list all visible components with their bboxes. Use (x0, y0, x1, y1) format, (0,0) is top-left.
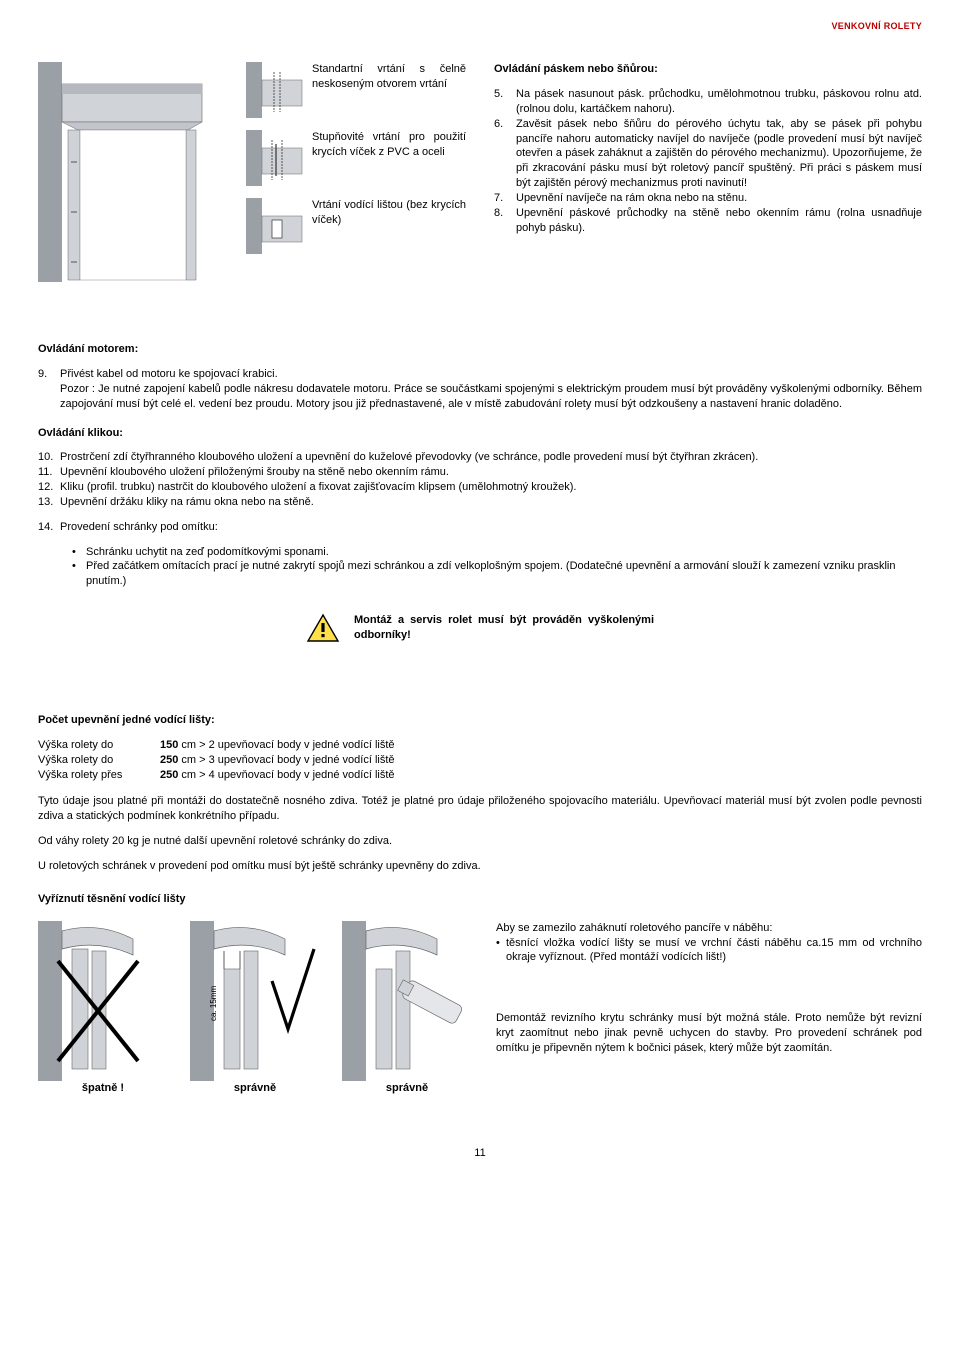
diagram-ok1: ca. 15mm správně (190, 921, 320, 1096)
page-number: 11 (38, 1146, 922, 1161)
fix-note-1: Tyto údaje jsou platné při montáži do do… (38, 794, 922, 824)
motor-note: Pozor : Je nutné zapojení kabelů podle n… (38, 382, 922, 412)
bottom-diagrams: špatně ! ca. 15mm správně (38, 921, 472, 1096)
right-item-5: 5.Na pásek nasunout pásk. průchodku, umě… (494, 87, 922, 117)
fix-note-2: Od váhy rolety 20 kg je nutné další upev… (38, 834, 922, 849)
right-instructions: Ovládání páskem nebo šňůrou: 5.Na pásek … (494, 62, 922, 282)
klikou-item-14: 14.Provedení schránky pod omítku: (38, 520, 922, 535)
diagram-ok2: správně (342, 921, 472, 1096)
ok2-svg (342, 921, 472, 1081)
caption-a: Standartní vrtání s čelně neskoseným otv… (312, 62, 466, 92)
sub-bullet-2: Před začátkem omítacích prací je nutné z… (72, 559, 922, 589)
right-item-8: 8.Upevnění páskové průchodky na stěně ne… (494, 206, 922, 236)
caption-b: Stupňovité vrtání pro použití krycích ví… (312, 130, 466, 160)
roller-shutter-diagram (38, 62, 208, 282)
large-diagram-container (38, 62, 218, 282)
right-list: 5.Na pásek nasunout pásk. průchodku, umě… (494, 87, 922, 235)
motor-item-9: 9.Přivést kabel od motoru ke spojovací k… (38, 367, 922, 382)
top-section: Standartní vrtání s čelně neskoseným otv… (38, 62, 922, 282)
diagram-wrong: špatně ! (38, 921, 168, 1096)
label-ok2: správně (342, 1081, 472, 1096)
drill-type-a: Standartní vrtání s čelně neskoseným otv… (246, 62, 466, 118)
label-ok1: správně (190, 1081, 320, 1096)
klikou-item-13: 13.Upevnění držáku kliky na rámu okna ne… (38, 495, 922, 510)
klikou-item-10: 10.Prostrčení zdí čtyřhranného kloubovéh… (38, 450, 922, 465)
ca-label: ca. 15mm (209, 985, 218, 1020)
motor-list: 9.Přivést kabel od motoru ke spojovací k… (38, 367, 922, 382)
bottom-right-text: Aby se zamezilo zaháknutí roletového pan… (496, 921, 922, 1056)
sub-bullets: Schránku uchytit na zeď podomítkovými sp… (38, 545, 922, 590)
right-item-7: 7.Upevnění navíječe na rám okna nebo na … (494, 191, 922, 206)
bt-ul: těsnící vložka vodící lišty se musí ve v… (496, 936, 922, 966)
thumb-a (246, 62, 304, 118)
header-category: VENKOVNÍ ROLETY (38, 20, 922, 32)
klikou-item-11: 11.Upevnění kloubového uložení přiložený… (38, 465, 922, 480)
warning-row: Montáž a servis rolet musí být prováděn … (38, 613, 922, 643)
klikou-list-2: 14.Provedení schránky pod omítku: (38, 520, 922, 535)
bottom-section: špatně ! ca. 15mm správně (38, 921, 922, 1096)
wrong-svg (38, 921, 168, 1081)
klikou-list: 10.Prostrčení zdí čtyřhranného kloubovéh… (38, 450, 922, 509)
mid-captions: Standartní vrtání s čelně neskoseným otv… (246, 62, 466, 282)
klikou-title: Ovládání klikou: (38, 426, 922, 441)
sub-bullet-1: Schránku uchytit na zeď podomítkovými sp… (72, 545, 922, 560)
fix-table: Výška rolety do150 cm > 2 upevňovací bod… (38, 738, 922, 783)
right-title: Ovládání páskem nebo šňůrou: (494, 62, 922, 77)
fix-note-3: U roletových schránek v provedení pod om… (38, 859, 922, 874)
drill-type-c: Vrtání vodící lištou (bez krycích víček) (246, 198, 466, 254)
bt-li: těsnící vložka vodící lišty se musí ve v… (496, 936, 922, 966)
bt-p1: Aby se zamezilo zaháknutí roletového pan… (496, 921, 922, 936)
label-wrong: špatně ! (38, 1081, 168, 1096)
bt-p2: Demontáž revizního krytu schránky musí b… (496, 1011, 922, 1056)
motor-title: Ovládání motorem: (38, 342, 922, 357)
shutter-svg (38, 62, 208, 282)
warning-text: Montáž a servis rolet musí být prováděn … (354, 613, 654, 643)
thumb-b (246, 130, 304, 186)
klikou-item-12: 12.Kliku (profil. trubku) nastrčit do kl… (38, 480, 922, 495)
fix-title: Počet upevnění jedné vodící lišty: (38, 713, 922, 728)
thumb-c (246, 198, 304, 254)
warning-icon (306, 613, 340, 643)
drill-type-b: Stupňovité vrtání pro použití krycích ví… (246, 130, 466, 186)
cut-title: Vyříznutí těsnění vodící lišty (38, 892, 922, 907)
caption-c: Vrtání vodící lištou (bez krycích víček) (312, 198, 466, 228)
ok1-svg: ca. 15mm (190, 921, 320, 1081)
right-item-6: 6.Zavěsit pásek nebo šňůru do pérového ú… (494, 117, 922, 191)
